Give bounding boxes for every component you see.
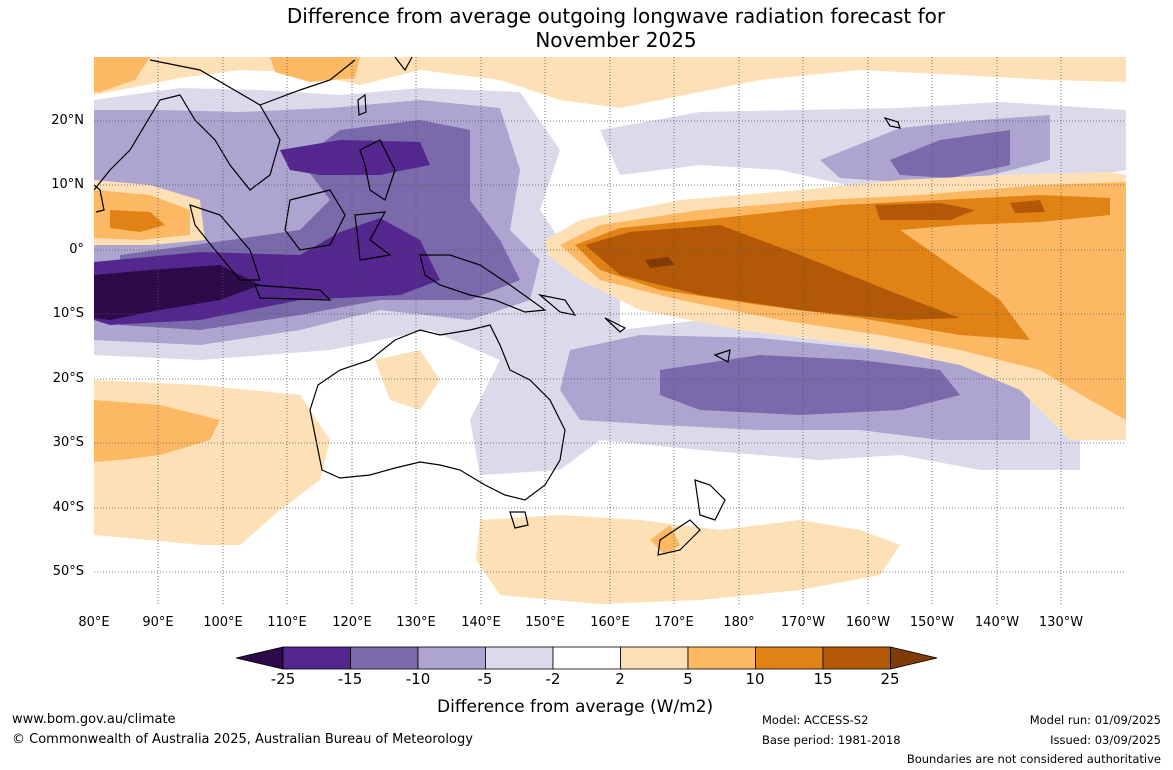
lon-label-80e: 80°E (78, 615, 110, 630)
colorbar-tick: -15 (337, 670, 363, 688)
colorbar-tick: 2 (615, 670, 625, 688)
colorbar-arrow-low (235, 646, 284, 670)
japan-coastline (394, 56, 413, 72)
issued-date: Issued: 03/09/2025 (1050, 733, 1161, 747)
orange-tongue-core (585, 225, 960, 320)
lon-label-120e: 120°E (332, 615, 372, 630)
colorbar-tick: 5 (683, 670, 693, 688)
purple-minimum (94, 265, 260, 320)
title-line-1: Difference from average outgoing longwav… (286, 4, 946, 28)
colorbar-segment-5 (552, 646, 621, 670)
colorbar-segment-8 (755, 646, 824, 670)
new-zealand-north-coastline (694, 479, 726, 521)
lon-label-140w: 140°W (974, 615, 1020, 630)
lon-label-150w: 150°W (909, 615, 955, 630)
colorbar-label: Difference from average (W/m2) (437, 697, 714, 717)
lon-label-130e: 130°E (396, 615, 436, 630)
colorbar-tick: -5 (477, 670, 493, 688)
lon-label-110e: 110°E (267, 615, 307, 630)
taiwan-coastline (357, 93, 367, 116)
solomon-islands-coastline (537, 293, 577, 316)
graticule (94, 57, 1126, 604)
colorbar-segment-2 (350, 646, 419, 670)
colorbar-tick: -10 (405, 670, 431, 688)
coastlines (93, 56, 901, 556)
new-guinea-coastline (419, 254, 547, 313)
lon-label-150e: 150°E (525, 615, 565, 630)
sri-lanka-coastline (93, 184, 105, 213)
colorbar-segment-7 (687, 646, 756, 670)
north-orange-core (94, 57, 360, 92)
lat-label-20s: 20°S (52, 371, 84, 386)
tasmania-coastline (509, 511, 529, 529)
orange-north-core (875, 200, 1045, 220)
copyright-text: © Commonwealth of Australia 2025, Austra… (12, 732, 473, 747)
fiji-coastline (713, 349, 731, 363)
australia-coastline (309, 324, 566, 501)
lon-label-90e: 90°E (142, 615, 174, 630)
philippines-coastline (359, 139, 396, 201)
colorbar-segment-9 (822, 646, 891, 670)
hawaii-coastline (883, 116, 901, 129)
colorbar-tick: 25 (880, 670, 900, 688)
lat-label-10n: 10°N (51, 177, 84, 192)
south-indian-ocean-mid (94, 400, 220, 462)
model-name: Model: ACCESS-S2 (762, 713, 869, 727)
colorbar-segment-4 (485, 646, 554, 670)
lon-label-130w: 130°W (1038, 615, 1084, 630)
lat-label-equator: 0° (69, 242, 84, 257)
base-period: Base period: 1981-2018 (762, 733, 901, 747)
southern-ocean-orange (476, 515, 900, 604)
australia-orange (375, 350, 440, 410)
lon-label-160e: 160°E (590, 615, 630, 630)
lat-label-30s: 30°S (52, 435, 84, 450)
map-title: Difference from average outgoing longwav… (0, 4, 1173, 52)
colorbar-arrow-high (890, 646, 938, 670)
title-line-2: November 2025 (535, 28, 697, 52)
lat-label-40s: 40°S (52, 500, 84, 515)
model-run-date: Model run: 01/09/2025 (1029, 713, 1161, 727)
sumatra-coastline (189, 204, 261, 281)
lat-label-50s: 50°S (52, 564, 84, 579)
purple-south-pacific-dark (660, 355, 960, 415)
lon-label-140e: 140°E (461, 615, 501, 630)
anomaly-field (94, 57, 1126, 604)
new-zealand-south-coastline (657, 519, 701, 556)
borneo-coastline (284, 189, 346, 251)
java-coastline (254, 284, 332, 301)
lon-label-180: 180° (723, 615, 755, 630)
orange-tongue-maximum (645, 257, 675, 268)
colorbar-tick: -2 (545, 670, 561, 688)
lon-label-170w: 170°W (780, 615, 826, 630)
indian-ocean-orange-strong (110, 210, 165, 232)
purple-north-pacific-dark (890, 130, 1010, 178)
colorbar-segment-6 (620, 646, 689, 670)
lon-label-170e: 170°E (654, 615, 694, 630)
sulawesi-coastline (354, 211, 392, 261)
china-coastline (259, 59, 356, 106)
colorbar-segment-3 (417, 646, 486, 670)
olr-anomaly-map (93, 56, 1126, 604)
new-zealand-orange-mid (650, 525, 680, 555)
indochina-coastline (93, 59, 281, 191)
colorbar-segment-1 (282, 646, 351, 670)
lat-label-20n: 20°N (51, 113, 84, 128)
new-caledonia-coastline (604, 317, 627, 333)
boundary-disclaimer: Boundaries are not considered authoritat… (906, 752, 1161, 766)
colorbar-tick: 15 (813, 670, 833, 688)
lon-label-160w: 160°W (845, 615, 891, 630)
colorbar-tick: -25 (270, 670, 296, 688)
colorbar-tick: 10 (745, 670, 765, 688)
lon-label-100e: 100°E (203, 615, 243, 630)
website-link[interactable]: www.bom.gov.au/climate (12, 712, 176, 727)
lat-label-10s: 10°S (52, 306, 84, 321)
